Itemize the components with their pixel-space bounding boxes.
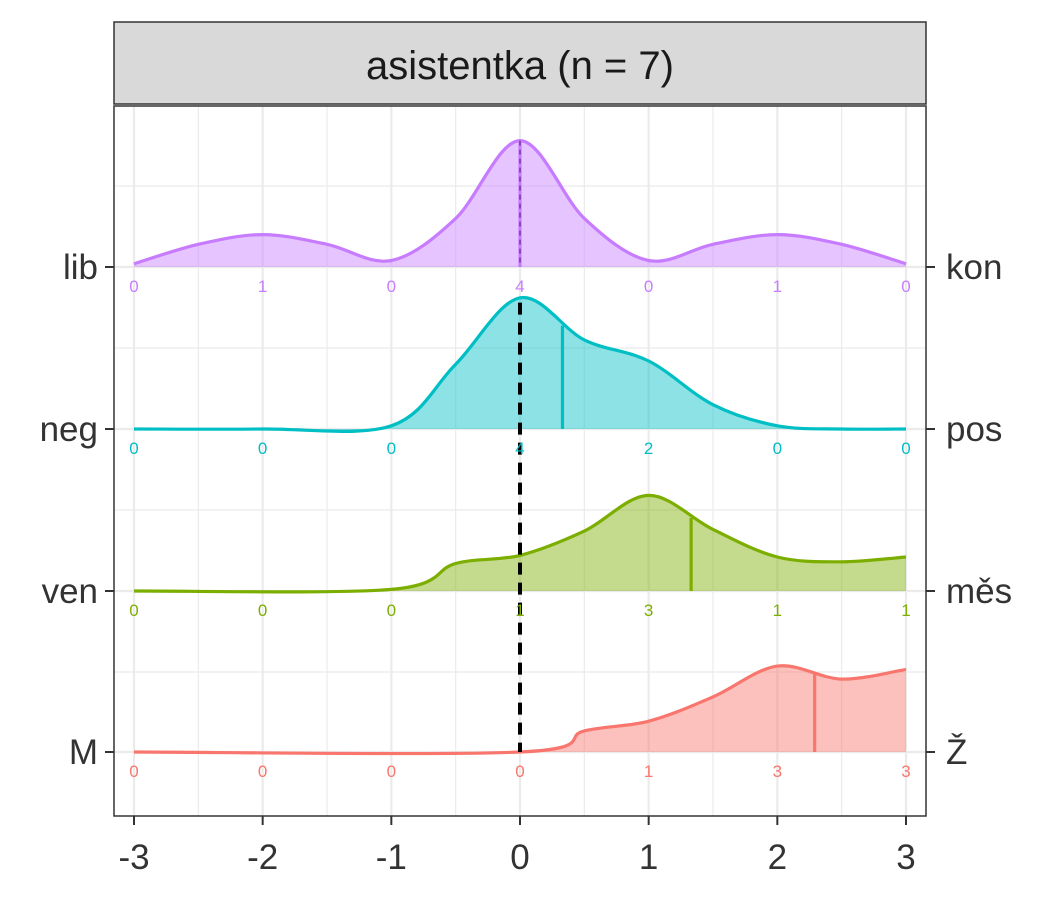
- count-label: 0: [258, 601, 267, 620]
- count-label: 0: [129, 762, 138, 781]
- density-line-neg: [133, 296, 907, 434]
- count-label: 1: [773, 601, 782, 620]
- count-label: 0: [515, 762, 524, 781]
- right-label-lib: kon: [946, 248, 1002, 287]
- count-label: 0: [644, 277, 653, 296]
- x-tick-label: -3: [118, 838, 149, 877]
- left-label-ven: ven: [42, 572, 98, 611]
- density-line-M: [133, 664, 907, 756]
- count-label: 0: [387, 601, 396, 620]
- count-label: 2: [644, 439, 653, 458]
- count-label: 0: [901, 277, 910, 296]
- density-area-M: [134, 665, 906, 754]
- right-label-neg: pos: [946, 410, 1002, 449]
- x-axis: -3 -2 -1 0 1 2 3: [118, 816, 916, 877]
- count-label: 1: [258, 277, 267, 296]
- count-label: 0: [387, 439, 396, 458]
- count-label: 0: [129, 439, 138, 458]
- count-label: 3: [901, 762, 910, 781]
- count-label: 1: [773, 277, 782, 296]
- count-labels: 0 1 0 4 0 1 0 0 0 0 4 2 0 0 0 0 0 1 3 1 1 0 0 0 0 1 3 3: [129, 277, 910, 781]
- count-label: 3: [773, 762, 782, 781]
- count-label: 0: [387, 277, 396, 296]
- count-label: 0: [258, 439, 267, 458]
- count-label: 0: [129, 601, 138, 620]
- x-tick-label: 3: [896, 838, 915, 877]
- count-label: 0: [773, 439, 782, 458]
- count-label: 1: [901, 601, 910, 620]
- density-line-ven: [133, 493, 907, 594]
- left-label-M: M: [69, 733, 98, 772]
- count-label: 1: [515, 601, 524, 620]
- count-label: 0: [901, 439, 910, 458]
- x-tick-label: 2: [768, 838, 787, 877]
- count-label: 0: [258, 762, 267, 781]
- count-label: 0: [129, 277, 138, 296]
- x-tick-label: 1: [639, 838, 658, 877]
- x-tick-label: -1: [376, 838, 407, 877]
- left-label-neg: neg: [40, 410, 98, 449]
- density-line-lib: [133, 138, 907, 266]
- right-label-M: Ž: [946, 733, 967, 772]
- left-axis: lib neg ven M: [40, 248, 114, 772]
- right-label-ven: měs: [946, 572, 1012, 611]
- count-label: 4: [515, 277, 524, 296]
- count-label: 4: [515, 439, 524, 458]
- count-label: 3: [644, 601, 653, 620]
- facet-strip: [113, 21, 927, 105]
- count-label: 0: [387, 762, 396, 781]
- left-label-lib: lib: [63, 248, 98, 287]
- facet-title: asistentka (n = 7): [366, 44, 674, 88]
- x-tick-label: 0: [510, 838, 529, 877]
- density-area-ven: [134, 495, 906, 592]
- x-tick-label: -2: [247, 838, 278, 877]
- count-label: 1: [644, 762, 653, 781]
- right-axis: kon pos měs Ž: [926, 248, 1012, 772]
